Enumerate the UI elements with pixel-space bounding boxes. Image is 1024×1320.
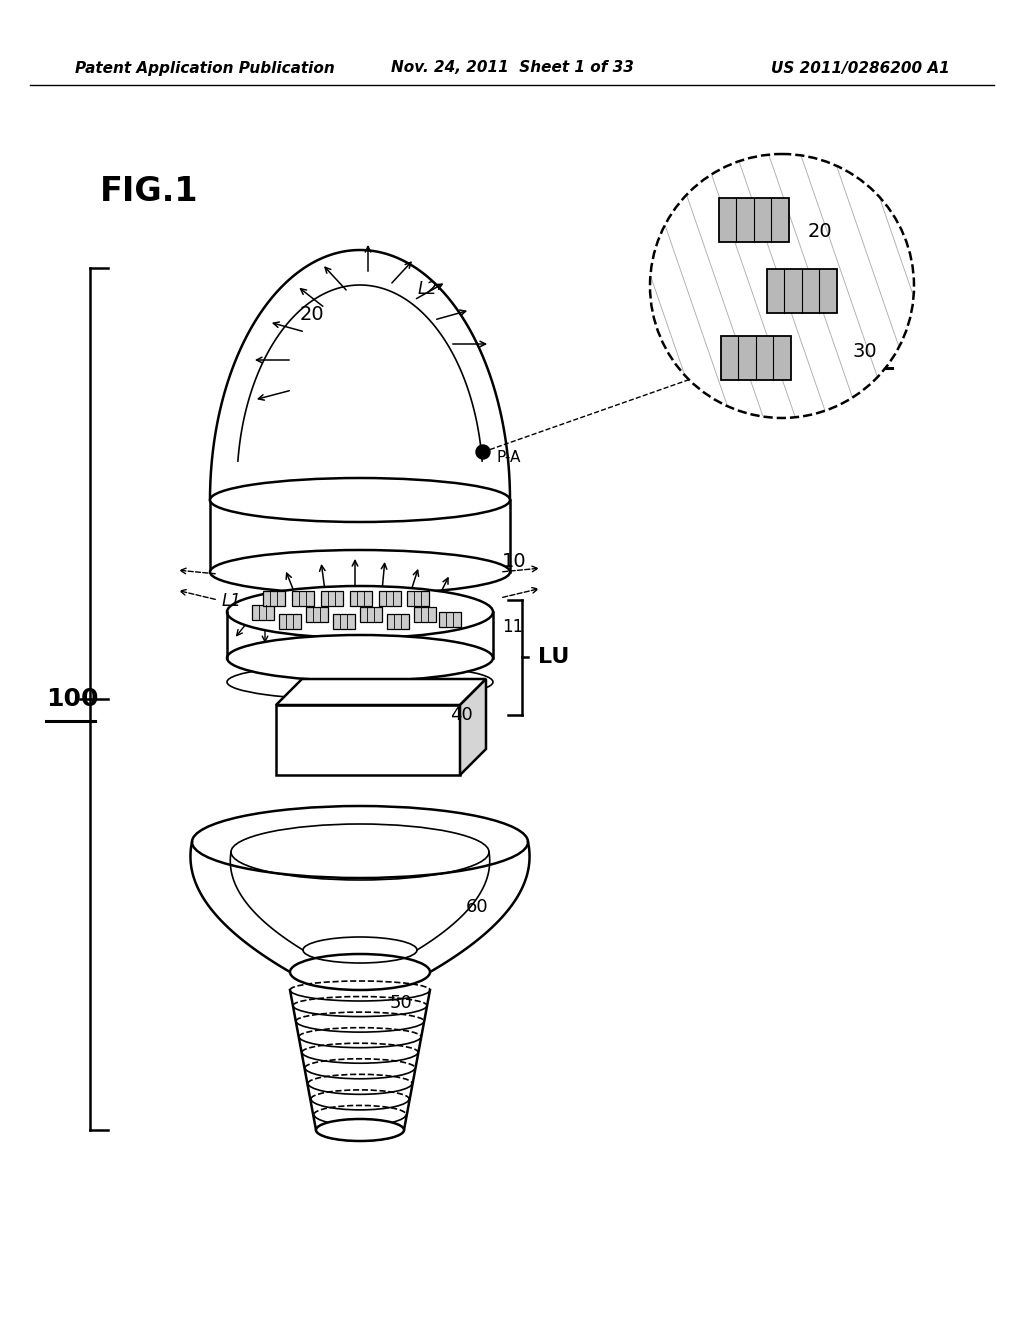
Bar: [439, 612, 461, 627]
Bar: [721, 337, 791, 380]
Ellipse shape: [210, 478, 510, 521]
Polygon shape: [276, 705, 460, 775]
Text: 30: 30: [852, 342, 877, 360]
Bar: [360, 607, 382, 622]
Bar: [263, 591, 285, 606]
Text: L1: L1: [222, 591, 242, 610]
Bar: [321, 591, 343, 606]
Bar: [414, 607, 436, 622]
Text: LU: LU: [538, 647, 569, 667]
Ellipse shape: [316, 1119, 404, 1140]
Text: 20: 20: [808, 222, 833, 242]
Text: 10: 10: [502, 552, 526, 572]
Ellipse shape: [193, 807, 528, 878]
Text: 50: 50: [390, 994, 413, 1012]
Text: 20: 20: [300, 305, 325, 323]
Text: 60: 60: [466, 898, 488, 916]
Bar: [306, 607, 328, 622]
Ellipse shape: [227, 635, 493, 681]
Bar: [333, 614, 355, 630]
Text: US 2011/0286200 A1: US 2011/0286200 A1: [771, 61, 950, 75]
Bar: [350, 591, 372, 606]
Circle shape: [476, 445, 490, 459]
Ellipse shape: [227, 586, 493, 638]
Text: L2: L2: [418, 280, 438, 298]
Text: P-A: P-A: [496, 450, 520, 465]
Ellipse shape: [210, 550, 510, 594]
Text: FIG.1: FIG.1: [100, 176, 199, 209]
Bar: [387, 614, 409, 630]
Text: Patent Application Publication: Patent Application Publication: [75, 61, 335, 75]
Text: 100: 100: [46, 686, 98, 711]
Circle shape: [650, 154, 914, 418]
Bar: [379, 591, 401, 606]
Bar: [719, 198, 790, 242]
Polygon shape: [460, 678, 486, 775]
Bar: [767, 269, 837, 313]
Bar: [292, 591, 314, 606]
Polygon shape: [276, 678, 486, 705]
Bar: [279, 614, 301, 630]
Ellipse shape: [290, 954, 430, 990]
Bar: [407, 591, 429, 606]
Text: 40: 40: [450, 706, 473, 723]
Text: 11: 11: [502, 618, 523, 636]
Polygon shape: [210, 249, 510, 500]
Text: Nov. 24, 2011  Sheet 1 of 33: Nov. 24, 2011 Sheet 1 of 33: [390, 61, 634, 75]
Bar: [252, 605, 274, 620]
